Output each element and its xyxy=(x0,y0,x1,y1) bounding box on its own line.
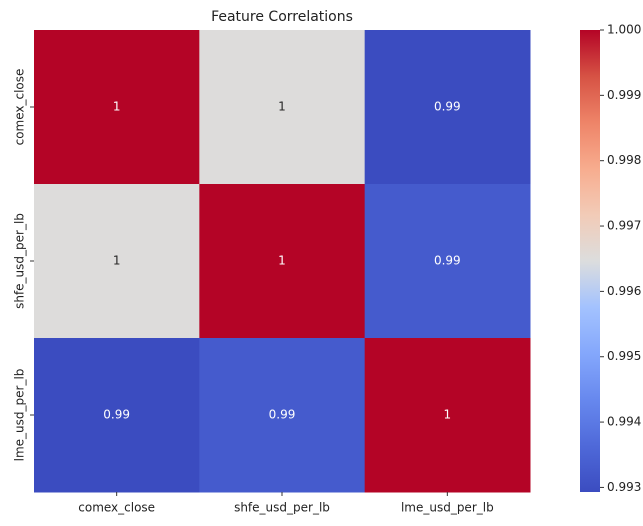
heatmap-cell xyxy=(34,30,200,185)
y-tick-label: lme_usd_per_lb xyxy=(13,369,27,462)
colorbar-tick-label: 1.000 xyxy=(607,23,641,37)
heatmap-cell xyxy=(364,184,531,339)
colorbar-tick-label: 0.997 xyxy=(607,219,641,233)
heatmap-cell xyxy=(199,30,366,185)
cell-label: 0.99 xyxy=(434,100,461,114)
colorbar-tick-label: 0.999 xyxy=(607,88,641,102)
cell-label: 1 xyxy=(278,100,286,114)
cell-label: 1 xyxy=(113,100,121,114)
colorbar-tick-label: 0.995 xyxy=(607,349,641,363)
colorbar-tick-label: 0.994 xyxy=(607,415,641,429)
chart-title: Feature Correlations xyxy=(211,9,353,25)
heatmap-cell xyxy=(364,30,531,185)
colorbar xyxy=(580,30,600,492)
colorbar-tick-label: 0.996 xyxy=(607,284,641,298)
y-tick-label: comex_close xyxy=(13,69,27,146)
x-tick-label: shfe_usd_per_lb xyxy=(234,501,330,515)
cell-label: 1 xyxy=(444,408,452,422)
y-tick-label: shfe_usd_per_lb xyxy=(13,213,27,309)
x-tick-label: lme_usd_per_lb xyxy=(401,501,494,515)
colorbar-tick-label: 0.993 xyxy=(607,480,641,494)
cell-label: 0.99 xyxy=(103,408,130,422)
cell-label: 1 xyxy=(113,254,121,268)
heatmap-cell xyxy=(34,184,200,339)
heatmap-cell xyxy=(199,184,366,339)
x-tick-label: comex_close xyxy=(78,501,155,515)
colorbar-tick-label: 0.998 xyxy=(607,153,641,167)
heatmap-cell xyxy=(364,338,531,493)
cell-label: 1 xyxy=(278,254,286,268)
cell-label: 0.99 xyxy=(269,408,296,422)
heatmap-cell xyxy=(34,338,200,493)
heatmap-cell xyxy=(199,338,366,493)
cell-label: 0.99 xyxy=(434,254,461,268)
